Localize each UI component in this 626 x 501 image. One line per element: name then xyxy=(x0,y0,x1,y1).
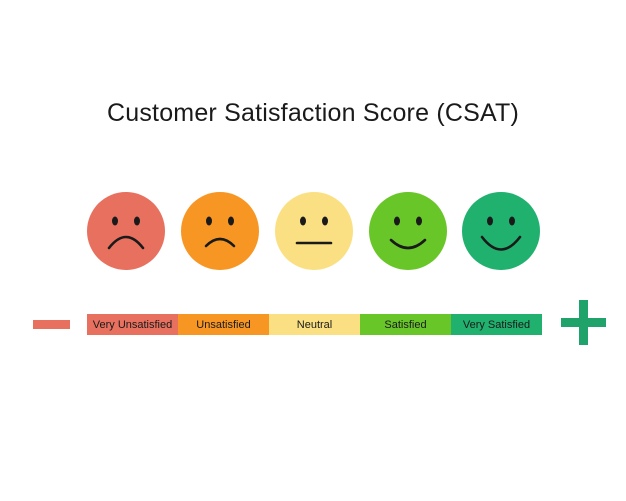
satisfied-face-icon xyxy=(369,192,447,270)
scale-segment-neutral: Neutral xyxy=(269,314,360,335)
satisfaction-scale-bar: Very Unsatisfied Unsatisfied Neutral Sat… xyxy=(87,314,542,335)
scale-segment-unsatisfied: Unsatisfied xyxy=(178,314,269,335)
minus-icon xyxy=(33,320,70,329)
plus-icon-vertical xyxy=(579,300,588,345)
very-satisfied-face-icon xyxy=(462,192,540,270)
plus-icon xyxy=(561,300,606,345)
neutral-face-icon xyxy=(275,192,353,270)
scale-segment-very-satisfied: Very Satisfied xyxy=(451,314,542,335)
very-unsatisfied-face-icon xyxy=(87,192,165,270)
scale-segment-very-unsatisfied: Very Unsatisfied xyxy=(87,314,178,335)
unsatisfied-face-icon xyxy=(181,192,259,270)
page-title: Customer Satisfaction Score (CSAT) xyxy=(106,99,519,127)
scale-segment-satisfied: Satisfied xyxy=(360,314,451,335)
